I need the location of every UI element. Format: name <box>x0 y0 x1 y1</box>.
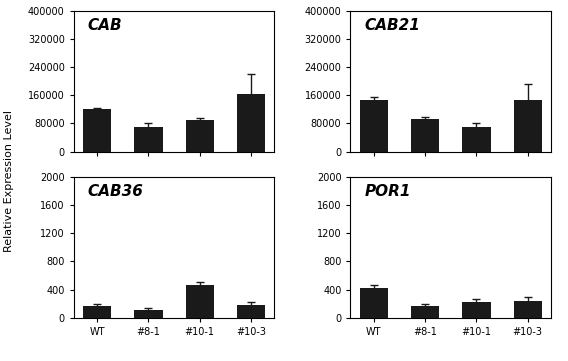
Bar <box>360 288 388 318</box>
Bar <box>134 310 162 318</box>
Bar <box>462 302 491 318</box>
Text: POR1: POR1 <box>365 184 411 199</box>
Bar <box>83 109 111 152</box>
Bar <box>237 93 265 152</box>
Bar <box>237 305 265 318</box>
Text: CAB: CAB <box>88 18 123 33</box>
Bar <box>186 120 214 152</box>
Bar <box>411 119 439 152</box>
Text: Relative Expression Level: Relative Expression Level <box>3 109 14 252</box>
Text: CAB21: CAB21 <box>365 18 420 33</box>
Bar <box>360 100 388 152</box>
Bar <box>186 284 214 318</box>
Bar <box>513 301 542 318</box>
Text: CAB36: CAB36 <box>88 184 144 199</box>
Bar <box>513 100 542 152</box>
Bar <box>411 306 439 318</box>
Bar <box>134 127 162 152</box>
Bar <box>83 306 111 318</box>
Bar <box>462 127 491 152</box>
